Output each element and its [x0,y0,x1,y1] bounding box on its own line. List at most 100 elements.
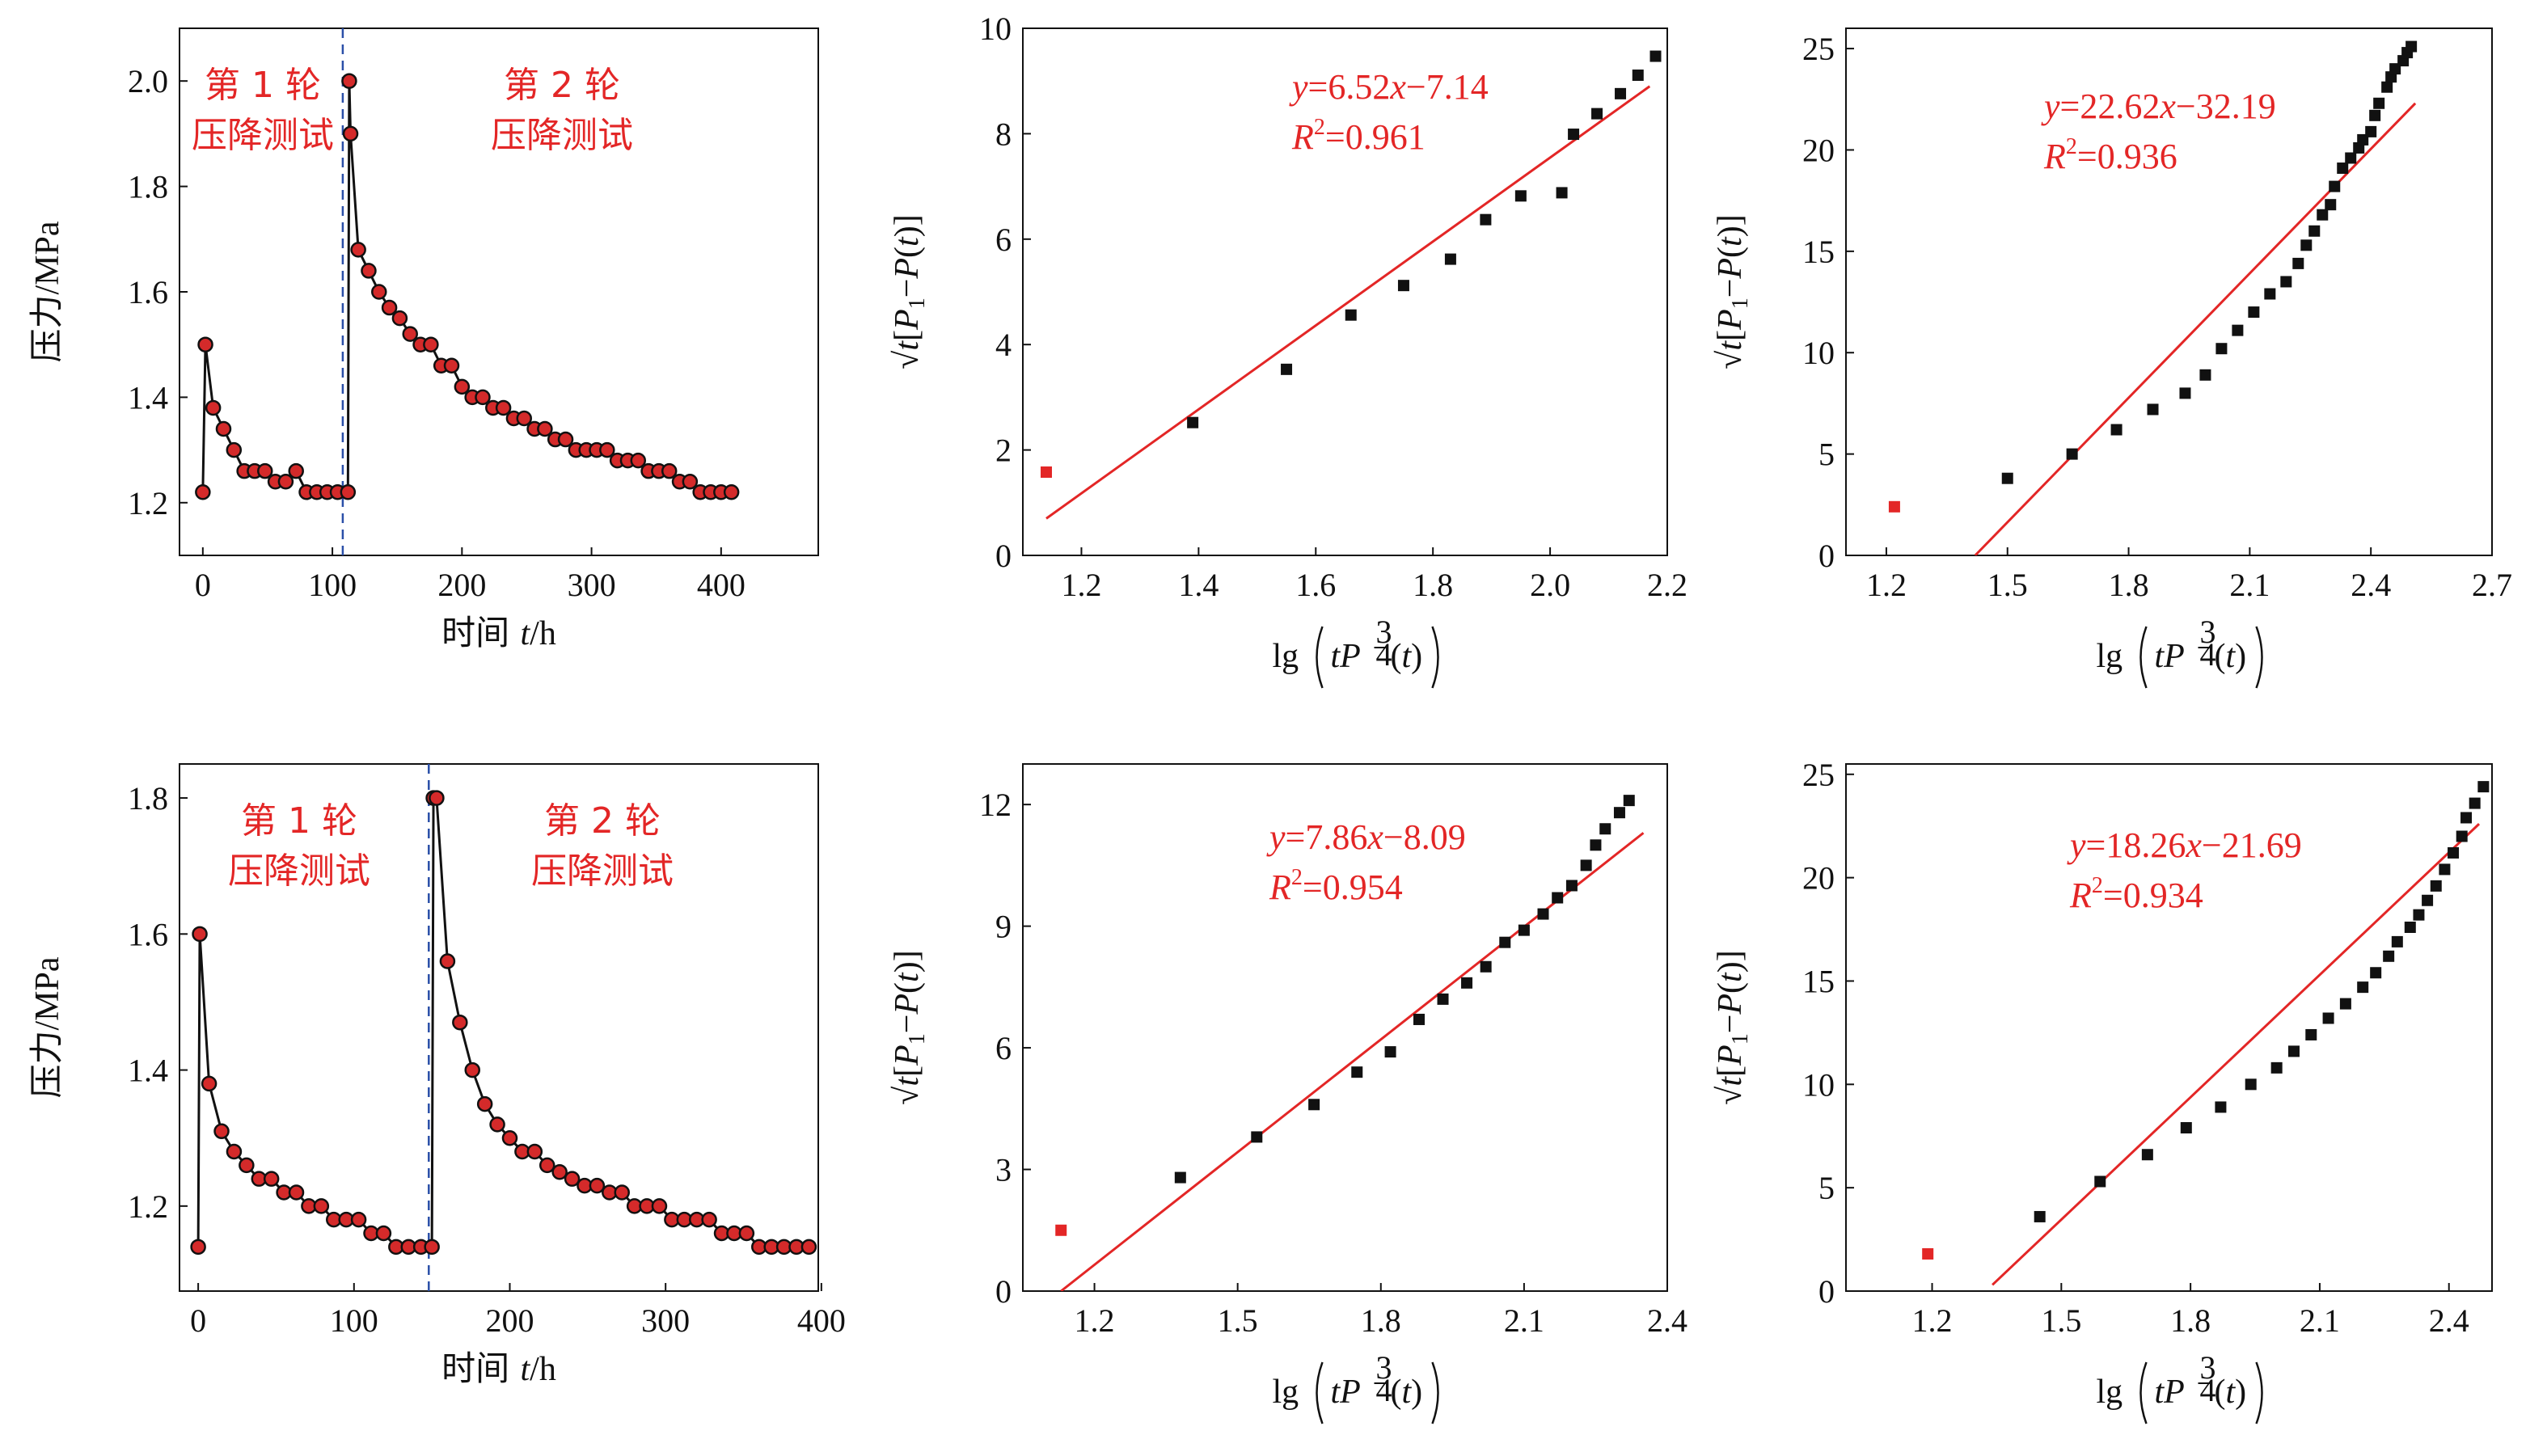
data-point [2422,894,2434,906]
pressure-point [526,1143,543,1160]
data-point [2369,109,2381,121]
data-point [1552,892,1564,904]
pressure-point [452,1014,468,1031]
x-tick-label: 200 [437,567,486,603]
pressure-point [288,1184,305,1201]
x-axis-label: lg [2097,638,2123,675]
pressure-point [723,484,740,500]
x-tick-label: 1.4 [1178,567,1219,603]
x-axis-label-exp: 3 [1376,614,1392,650]
data-point [2373,97,2385,109]
x-axis-label: lg [2097,1374,2123,1411]
pressure-point [475,389,491,406]
data-point [1499,936,1511,948]
x-axis-label-paren [2255,626,2263,689]
pressure-point [277,473,294,490]
data-point [2001,472,2013,484]
pressure-point [429,790,445,806]
data-point [2345,152,2357,164]
y-tick-label: 1.8 [128,780,168,817]
y-tick-label: 20 [1802,132,1835,168]
plot-frame [1022,27,1668,556]
round-annotation: 第 1 轮 [241,800,357,842]
data-point [2317,209,2329,221]
x-axis-label-paren [1431,1361,1439,1424]
x-tick-label: 2.2 [1647,567,1687,603]
x-axis-label-arg: (t) [2215,1374,2247,1411]
pressure-point [464,1061,480,1078]
y-tick-label: 25 [1802,31,1835,67]
x-tick-label: 300 [568,567,616,603]
pressure-point [551,1164,568,1180]
data-point [1251,1131,1263,1143]
y-tick-label: 1.8 [128,169,168,205]
data-point [1518,924,1530,936]
data-point [2248,306,2260,319]
x-axis-label-arg: (t) [2215,638,2247,675]
data-point [1413,1013,1426,1025]
pressure-point [495,399,512,416]
pressure-point [375,1225,392,1242]
x-axis-label: 时间 t/h [441,613,556,652]
data-point [1591,108,1603,120]
data-point [2066,448,2078,460]
round-annotation: 第 1 轮 [205,65,321,106]
data-point [2215,1101,2227,1113]
data-point [2456,830,2468,842]
x-axis-label-arg: (t) [1391,638,1423,675]
y-tick-label: 9 [995,909,1012,945]
x-axis-label-term: tP [2155,638,2185,675]
fit-equation: y=22.62x−32.19 [2041,87,2276,126]
pressure-point [564,1171,581,1187]
pressure-point [361,263,377,279]
x-tick-label: 1.5 [2041,1302,2081,1339]
data-point [1590,839,1602,851]
pressure-point [213,1123,230,1140]
pressure-point [516,410,532,427]
data-point [2322,1012,2334,1024]
y-axis-label: √t[P1−P(t)] [1712,950,1753,1104]
pressure-point [630,452,647,469]
y-tick-label: 1.4 [128,379,168,416]
plot-frame [1845,27,2493,556]
y-tick-label: 0 [995,1273,1012,1310]
data-point [2308,225,2321,237]
data-point [2292,257,2304,269]
data-point [2215,343,2228,355]
y-tick-label: 1.6 [128,274,168,310]
data-point [1174,1171,1186,1184]
data-point [2339,998,2351,1010]
x-tick-label: 2.1 [1504,1302,1544,1339]
round-annotation: 压降测试 [491,115,633,156]
pressure-point [340,484,357,500]
data-point [2477,781,2490,793]
data-point [1480,960,1492,973]
fit-r-squared: R2=0.936 [2043,134,2177,176]
pressure-point [701,1211,717,1228]
pressure-point [424,1239,440,1256]
y-tick-label: 1.4 [128,1053,168,1089]
data-point [1514,190,1527,202]
pressure-point [539,1157,555,1174]
fit-line [1974,102,2417,555]
data-point [1308,1099,1320,1111]
y-axis-label: √t[P1−P(t)] [889,214,930,369]
y-axis-label: √t[P1−P(t)] [1712,214,1753,369]
data-point [1384,1046,1396,1058]
pressure-point [402,326,418,342]
round-annotation: 压降测试 [192,115,334,156]
y-tick-label: 4 [995,327,1012,363]
x-tick-label: 1.8 [1361,1302,1401,1339]
fit-equation: y=6.52x−7.14 [1289,67,1489,107]
x-tick-label: 2.4 [2351,567,2391,603]
pressure-point [738,1225,755,1242]
x-tick-label: 2.1 [2300,1302,2340,1339]
data-point [1397,280,1409,292]
x-tick-label: 400 [797,1302,846,1339]
chart-a2: 0 100 200 300 400 1.2 1.4 1.6 1.8 时间 t/h 压力/MPa 第 1… [27,763,846,1388]
fit-equation: y=18.26x−21.69 [2067,825,2302,865]
x-tick-label: 200 [485,1302,534,1339]
x-axis-label: lg [1273,1374,1299,1411]
chart-a1: 0 100 200 300 400 1.2 1.4 1.6 1.8 2.0 时间 t/h 压力/MPa… [27,27,819,652]
